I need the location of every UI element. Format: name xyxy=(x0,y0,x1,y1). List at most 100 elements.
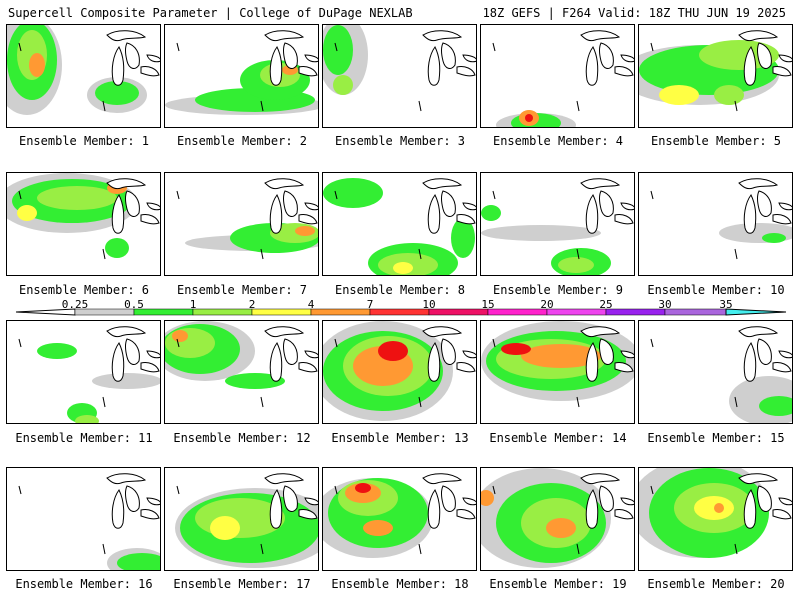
ensemble-map-panel xyxy=(164,467,319,571)
minor-lake-outline xyxy=(102,543,106,555)
great-lake-outline xyxy=(743,342,757,382)
minor-lake-outline xyxy=(734,396,738,408)
minor-lake-outline xyxy=(260,248,264,260)
legend-tick-label: 25 xyxy=(599,298,613,311)
ensemble-member-caption: Ensemble Member: 2 xyxy=(176,134,308,148)
minor-lake-outline xyxy=(418,248,422,260)
ensemble-member-caption: Ensemble Member: 11 xyxy=(15,431,153,445)
great-lake-outline xyxy=(462,54,476,63)
scp-shaded-region xyxy=(17,205,37,221)
scp-shaded-region xyxy=(481,490,494,506)
great-lake-outline xyxy=(599,485,614,512)
great-lake-outline xyxy=(106,30,147,42)
minor-lake-outline xyxy=(576,248,580,260)
scp-shaded-region xyxy=(355,483,371,493)
great-lake-outline xyxy=(585,194,599,234)
great-lake-outline xyxy=(422,326,463,338)
great-lake-outline xyxy=(620,350,634,359)
great-lake-outline xyxy=(738,178,779,190)
great-lake-outline xyxy=(778,497,792,506)
scp-contour-map xyxy=(323,473,476,558)
ensemble-member-caption: Ensemble Member: 15 xyxy=(647,431,785,445)
run-valid-time: 18Z GEFS | F264 Valid: 18Z THU JUN 19 20… xyxy=(482,6,786,20)
ensemble-member-caption: Ensemble Member: 13 xyxy=(331,431,469,445)
great-lake-outline xyxy=(462,350,476,359)
scp-contour-map xyxy=(650,178,792,260)
minor-lake-outline xyxy=(102,248,106,260)
legend-tick-label: 35 xyxy=(719,298,733,311)
great-lake-outline xyxy=(614,362,634,373)
great-lake-outline xyxy=(441,190,456,217)
great-lake-outline xyxy=(441,485,456,512)
scp-contour-map xyxy=(323,178,476,275)
great-lake-outline xyxy=(772,214,792,225)
scp-contour-map xyxy=(7,173,160,260)
scp-contour-map xyxy=(481,178,634,275)
great-lake-outline xyxy=(427,194,441,234)
minor-lake-outline xyxy=(650,338,654,348)
scp-contour-map xyxy=(18,473,160,570)
ensemble-map-panel xyxy=(638,467,793,571)
legend-tick-label: 20 xyxy=(540,298,554,311)
scp-shaded-region xyxy=(117,553,160,570)
great-lake-outline xyxy=(620,497,634,506)
legend-tick-label: 1 xyxy=(189,298,197,311)
scp-contour-map xyxy=(323,321,476,421)
minor-lake-outline xyxy=(650,42,654,52)
great-lake-outline xyxy=(738,30,779,42)
ensemble-member-caption: Ensemble Member: 5 xyxy=(650,134,782,148)
great-lake-outline xyxy=(580,473,621,485)
scp-contour-map xyxy=(639,30,792,112)
ensemble-member-caption: Ensemble Member: 9 xyxy=(492,283,624,297)
ensemble-member-caption: Ensemble Member: 14 xyxy=(489,431,627,445)
great-lake-outline xyxy=(614,66,634,77)
scp-shaded-region xyxy=(37,343,77,359)
great-lake-outline xyxy=(283,190,298,217)
scp-shaded-region xyxy=(363,520,393,536)
minor-lake-outline xyxy=(418,100,422,112)
great-lake-outline xyxy=(580,326,621,338)
ensemble-member-caption: Ensemble Member: 1 xyxy=(18,134,150,148)
minor-lake-outline xyxy=(650,485,654,495)
scp-contour-map xyxy=(176,178,318,260)
minor-lake-outline xyxy=(334,190,338,200)
great-lake-outline xyxy=(456,66,476,77)
ensemble-map-panel xyxy=(480,172,635,276)
legend-color-segment xyxy=(546,308,607,316)
scp-shaded-region xyxy=(378,341,408,361)
great-lake-outline xyxy=(772,362,792,373)
great-lake-outline xyxy=(146,54,160,63)
great-lake-outline xyxy=(283,338,298,365)
minor-lake-outline xyxy=(334,338,338,348)
great-lake-outline xyxy=(304,54,318,63)
scp-shaded-region xyxy=(323,25,353,75)
legend-tick-label: 30 xyxy=(658,298,672,311)
scp-shaded-region xyxy=(165,328,215,358)
great-lake-outline xyxy=(585,489,599,529)
scp-contour-map xyxy=(650,326,792,423)
minor-lake-outline xyxy=(176,485,180,495)
ensemble-map-panel xyxy=(164,24,319,128)
great-lake-outline xyxy=(111,46,125,86)
great-lake-outline xyxy=(614,214,634,225)
great-lake-outline xyxy=(283,485,298,512)
scp-shaded-region xyxy=(323,178,383,208)
great-lake-outline xyxy=(738,473,779,485)
great-lake-outline xyxy=(772,66,792,77)
minor-lake-outline xyxy=(18,338,22,348)
scp-contour-map xyxy=(165,321,318,408)
great-lake-outline xyxy=(778,350,792,359)
great-lake-outline xyxy=(264,326,305,338)
ensemble-map-panel xyxy=(638,24,793,128)
ensemble-member-caption: Ensemble Member: 16 xyxy=(15,577,153,591)
minor-lake-outline xyxy=(334,42,338,52)
scp-shaded-region xyxy=(521,344,601,368)
minor-lake-outline xyxy=(650,190,654,200)
great-lake-outline xyxy=(269,194,283,234)
scp-shaded-region xyxy=(659,85,699,105)
great-lake-outline xyxy=(743,46,757,86)
great-lake-outline xyxy=(106,473,147,485)
great-lake-outline xyxy=(778,54,792,63)
scp-shaded-region xyxy=(546,518,576,538)
great-lake-outline xyxy=(422,473,463,485)
